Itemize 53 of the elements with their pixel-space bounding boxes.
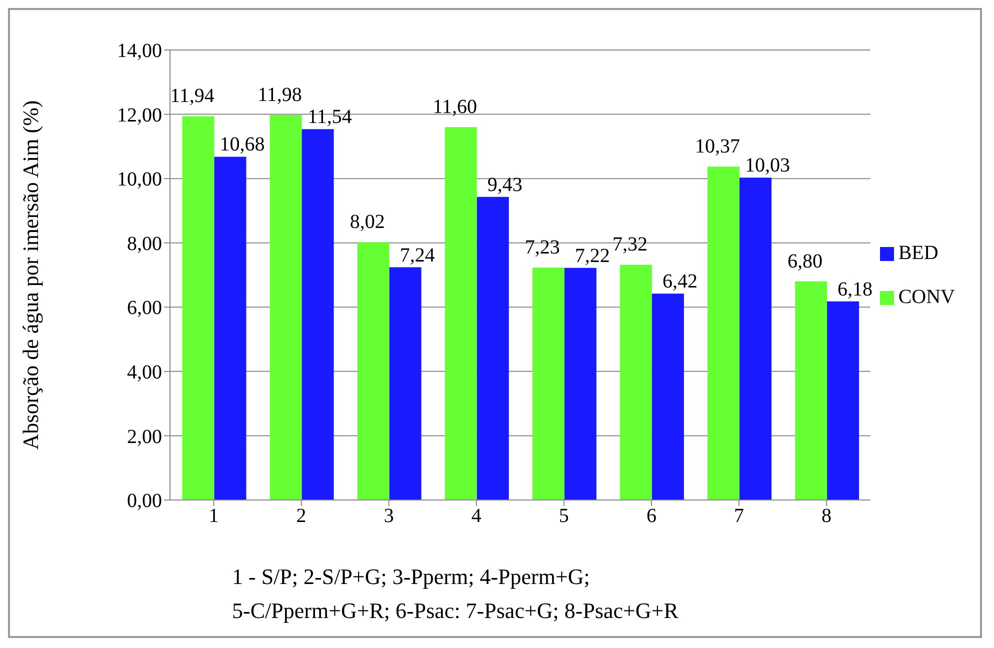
legend-label: BED [898,242,938,264]
y-tick-label: 8,00 [127,232,162,255]
bar [476,196,509,500]
y-tick-label: 10,00 [117,168,162,191]
bar [652,294,684,500]
y-tick-label: 0,00 [127,490,162,512]
data-label: 11,60 [432,96,478,118]
x-tick-label: 6 [646,505,656,528]
bar [214,156,246,500]
bar [620,264,652,500]
x-tick-label: 8 [822,505,832,528]
legend-label: CONV [898,286,955,308]
bar [357,242,390,500]
text: 1 - S/P; 2-S/P+G; 3-Pperm; 4-Pperm+G; [232,563,591,591]
bar [444,127,477,500]
bar [708,166,740,500]
data-label: 6,42 [662,270,698,293]
data-label: 8,02 [350,211,385,234]
bar [532,268,564,500]
data-label: 7,23 [524,236,560,259]
x-tick-label: 5 [558,505,569,528]
y-tick-label: 14,00 [117,40,162,62]
y-tick-label: 4,00 [127,362,162,384]
data-label: 11,94 [170,85,214,108]
bar [795,281,828,500]
bar [270,114,302,500]
y-tick-label: 2,00 [127,426,162,448]
bar [182,116,214,500]
data-label: 7,32 [612,234,648,256]
data-label: 11,54 [308,106,352,128]
x-tick-label: 4 [471,505,482,528]
bar [389,267,422,500]
y-axis-title: Absorção de água por imersão Aim (%) [18,100,43,450]
x-tick-label: 7 [734,505,744,528]
x-tick-label: 2 [296,505,306,528]
data-label: 9,43 [487,174,522,196]
bar [302,129,334,500]
data-label: 10,68 [220,134,265,156]
text: 5-C/Pperm+G+R; 6-Psac: 7-Psac+G; 8-Psac+G+R [232,597,678,625]
data-label: 7,24 [400,244,435,266]
data-label: 10,03 [745,154,790,177]
bar [740,178,772,500]
y-tick-label: 12,00 [117,104,162,126]
bar [564,268,596,500]
data-label: 11,98 [258,84,302,106]
data-label: 7,22 [574,244,610,267]
x-tick-label: 1 [208,505,219,528]
data-label: 10,37 [695,136,740,158]
x-tick-label: 3 [384,505,394,528]
data-label: 6,80 [788,250,823,272]
bar [827,301,860,500]
data-label: 6,18 [838,278,873,300]
y-tick-label: 6,00 [127,297,162,320]
